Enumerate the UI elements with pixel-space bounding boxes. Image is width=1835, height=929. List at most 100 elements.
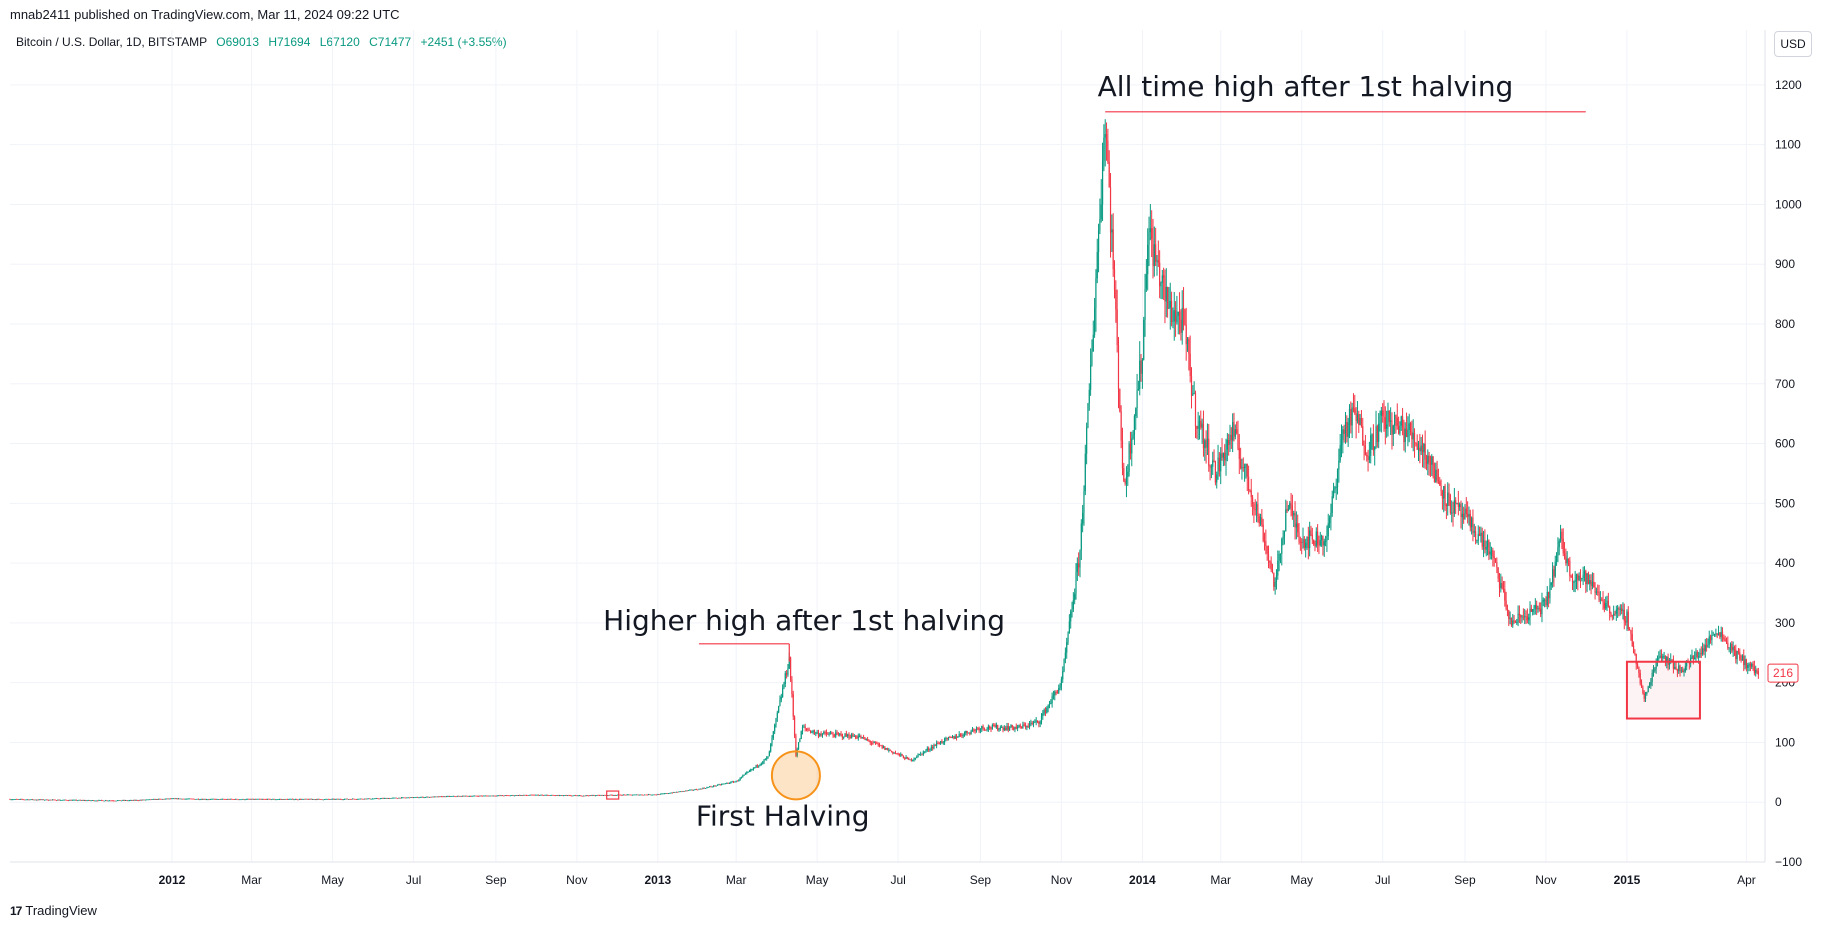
candle-body xyxy=(1607,600,1609,607)
candle-body xyxy=(38,799,40,801)
candle-body xyxy=(398,797,400,799)
candle-body xyxy=(215,799,217,800)
candle-body xyxy=(345,798,347,800)
candle-body xyxy=(655,794,658,796)
candle-body xyxy=(110,800,112,802)
candle-body xyxy=(1567,558,1570,561)
time-tick-label: Sep xyxy=(485,873,507,887)
candle-body xyxy=(1605,603,1607,609)
candle-body xyxy=(337,798,339,800)
tradingview-brand[interactable]: 17 TradingView xyxy=(10,903,97,918)
candle-body xyxy=(1530,608,1532,612)
candle-body xyxy=(622,794,624,796)
currency-button[interactable]: USD xyxy=(1774,31,1812,57)
candle-body xyxy=(557,795,559,796)
candle-body xyxy=(175,798,177,800)
candle-body xyxy=(440,796,443,798)
annotation-marker-box xyxy=(606,790,620,800)
candle-body xyxy=(1351,407,1353,426)
candle-body xyxy=(282,799,285,800)
candle-body xyxy=(1339,444,1341,461)
candle-body xyxy=(200,799,202,800)
candle-body xyxy=(1015,726,1017,729)
candle-body xyxy=(1684,666,1686,672)
candle-body xyxy=(670,792,672,794)
candle-body xyxy=(941,741,943,743)
candle-body xyxy=(1128,443,1130,472)
candle-body xyxy=(256,799,258,800)
candle-body xyxy=(728,783,731,784)
candle-body xyxy=(1569,560,1571,576)
candle-body xyxy=(132,799,135,801)
candle-body xyxy=(274,799,277,801)
candle-body xyxy=(789,657,792,680)
candle-body xyxy=(103,800,105,802)
candle-body xyxy=(1348,409,1351,423)
candle-body xyxy=(126,800,128,802)
candle-body xyxy=(197,798,200,800)
candle-body xyxy=(1210,466,1213,468)
candle-body xyxy=(1157,260,1159,263)
candle-body xyxy=(335,798,338,800)
candle-body xyxy=(124,800,127,802)
candle-series xyxy=(9,119,1759,802)
candle-body xyxy=(1468,513,1470,517)
symbol-name[interactable]: Bitcoin / U.S. Dollar, 1D, BITSTAMP xyxy=(16,35,207,49)
candle-body xyxy=(1445,504,1447,507)
candle-body xyxy=(586,795,589,797)
candle-body xyxy=(308,799,310,800)
candle-body xyxy=(1040,716,1043,722)
candle-body xyxy=(1222,452,1224,458)
candle-body xyxy=(1343,429,1345,434)
candle-body xyxy=(1125,477,1128,484)
candle-body xyxy=(796,749,798,756)
candle-body xyxy=(138,800,140,802)
candle-body xyxy=(920,753,922,755)
candle-body xyxy=(614,795,616,796)
candle-body xyxy=(383,798,385,799)
time-tick-label: Jul xyxy=(406,873,421,887)
candle-body xyxy=(1399,425,1401,434)
candle-body xyxy=(610,794,612,796)
candle-body xyxy=(1152,238,1154,267)
candle-body xyxy=(520,795,522,797)
candle-body xyxy=(390,798,392,799)
candle-body xyxy=(953,736,955,739)
candle-body xyxy=(131,800,133,801)
candle-body xyxy=(1496,562,1498,568)
candle-body xyxy=(1050,703,1052,705)
candle-body xyxy=(951,736,954,738)
candle-body xyxy=(1727,642,1729,649)
candle-body xyxy=(1105,134,1108,141)
candle-body xyxy=(1593,581,1595,588)
price-tick-label: 100 xyxy=(1775,735,1795,749)
candle-body xyxy=(540,794,542,796)
candle-body xyxy=(130,800,132,801)
candle-body xyxy=(1510,617,1513,626)
candle-body xyxy=(1297,523,1299,533)
candle-body xyxy=(1394,414,1396,426)
time-tick-label: Mar xyxy=(241,873,262,887)
candle-body xyxy=(1391,420,1393,435)
candle-body xyxy=(1481,532,1483,547)
candle-body xyxy=(1744,659,1746,666)
candle-body xyxy=(136,800,139,801)
candle-body xyxy=(401,797,403,799)
candle-body xyxy=(825,732,828,734)
last-price-label: 216 xyxy=(1773,666,1793,680)
candle-body xyxy=(334,799,336,800)
candle-body xyxy=(817,732,820,736)
candle-body xyxy=(1749,663,1751,667)
candle-body xyxy=(266,798,269,800)
candle-body xyxy=(528,795,530,796)
candle-body xyxy=(127,800,129,802)
candle-body xyxy=(715,785,717,787)
candle-body xyxy=(328,798,330,800)
candle-body xyxy=(1364,445,1367,455)
candle-body xyxy=(645,794,647,796)
candle-body xyxy=(736,780,739,782)
time-tick-label: 2013 xyxy=(644,873,671,887)
candle-body xyxy=(673,792,675,793)
candle-body xyxy=(1319,540,1321,546)
